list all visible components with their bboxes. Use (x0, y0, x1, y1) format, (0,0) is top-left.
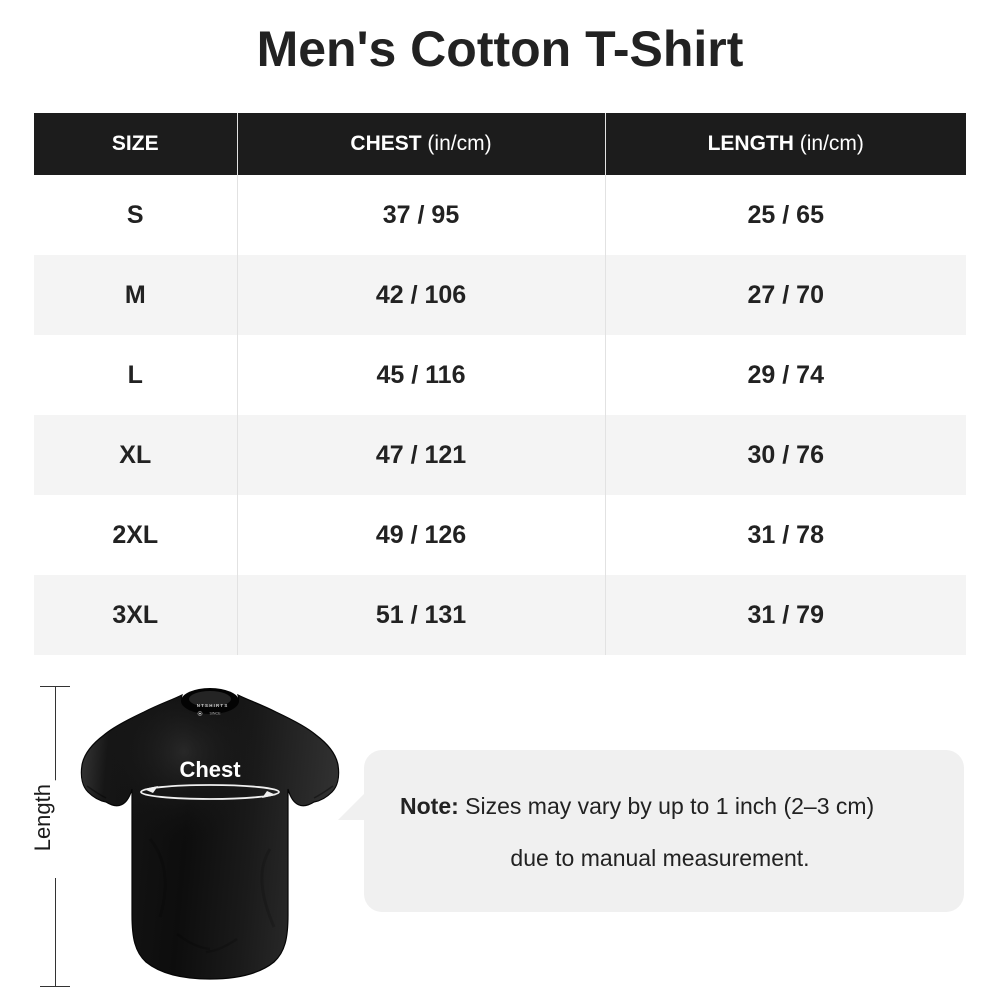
svg-text:N T S H I R T S: N T S H I R T S (197, 703, 228, 708)
svg-text:Chest: Chest (179, 757, 241, 782)
svg-text:SINCE: SINCE (210, 712, 222, 716)
